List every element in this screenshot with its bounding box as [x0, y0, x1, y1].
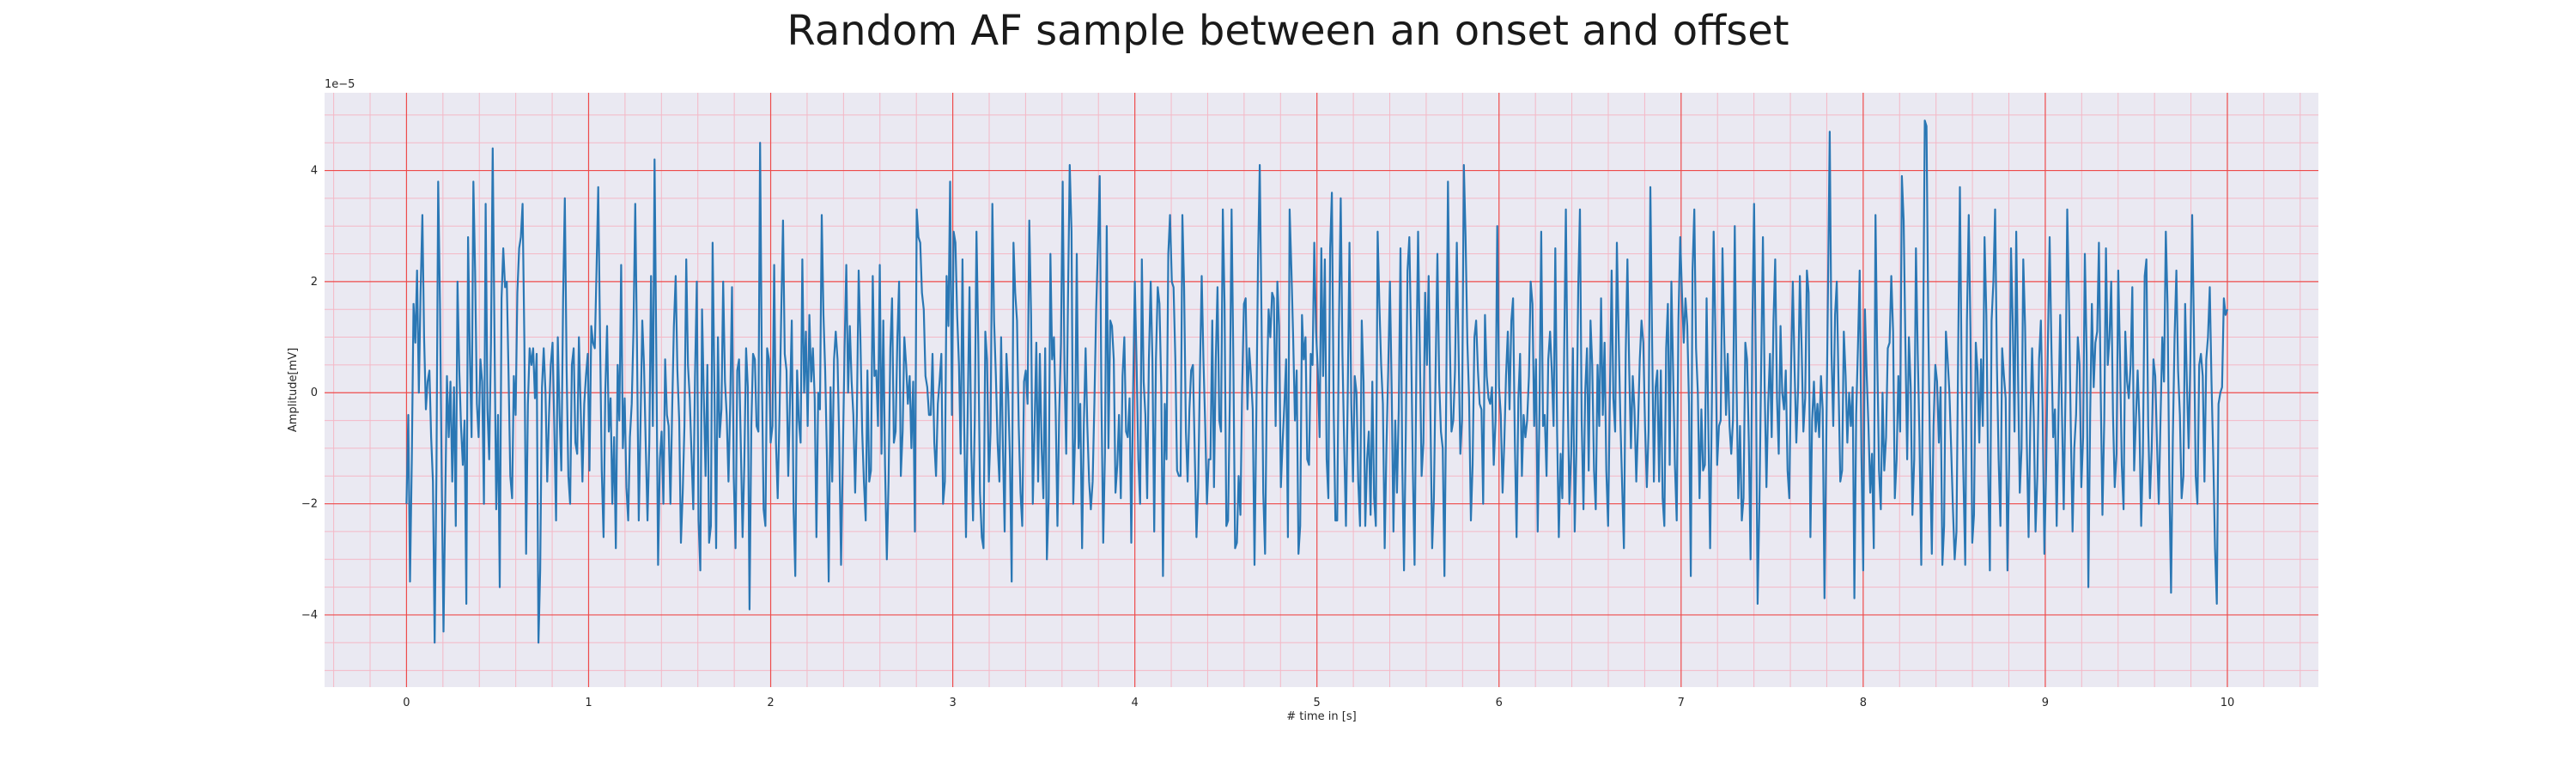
chart-title: Random AF sample between an onset and of…: [787, 7, 1789, 55]
y-tick-label: 0: [311, 386, 318, 399]
plot-area: [325, 93, 2318, 687]
y-axis-label: Amplitude[mV]: [287, 348, 300, 432]
signal-line: [405, 119, 2229, 644]
minor-grid: [325, 93, 2318, 687]
x-tick-label: 4: [1132, 697, 1139, 709]
x-tick-label: 7: [1678, 697, 1685, 709]
x-tick-label: 2: [767, 697, 774, 709]
x-tick-label: 9: [2042, 697, 2049, 709]
x-tick-label: 8: [1860, 697, 1867, 709]
y-tick-labels: −4 −2 0 2 4: [301, 165, 318, 622]
y-offset-label: 1e−5: [325, 78, 355, 91]
series-layer: [405, 119, 2229, 644]
x-tick-label: 10: [2221, 697, 2235, 709]
x-tick-label: 0: [403, 697, 410, 709]
y-tick-label: 2: [311, 276, 318, 289]
x-tick-labels: 0 1 2 3 4 5 6 7 8 9 10: [403, 697, 2234, 709]
y-tick-label: 4: [311, 165, 318, 178]
x-tick-label: 5: [1314, 697, 1321, 709]
x-tick-label: 6: [1496, 697, 1503, 709]
y-tick-label: −4: [301, 609, 318, 622]
y-tick-label: −2: [301, 498, 318, 511]
x-tick-label: 1: [585, 697, 592, 709]
x-tick-label: 3: [949, 697, 956, 709]
x-axis-label: # time in [s]: [1286, 710, 1356, 723]
